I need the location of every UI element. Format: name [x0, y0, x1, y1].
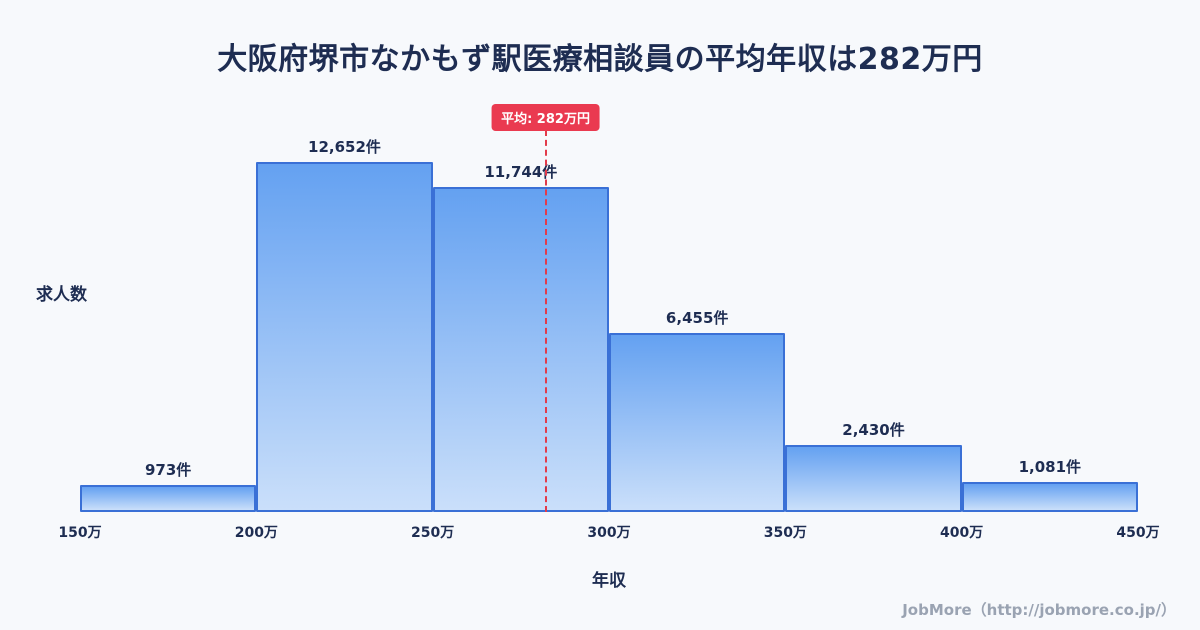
- x-axis-label: 年収: [592, 571, 626, 591]
- x-tick-label: 400万: [940, 525, 984, 541]
- x-tick-label: 350万: [763, 525, 807, 541]
- bar-value-label: 11,744件: [484, 162, 558, 181]
- bar-value-label: 973件: [145, 461, 192, 480]
- bar-value-label: 1,081件: [1018, 458, 1082, 477]
- x-tick-label: 250万: [411, 525, 455, 541]
- histogram-bar: 973件: [80, 461, 257, 512]
- histogram-plot-area: 973件 12,652件 11,744件 6,455件 2,430件 1,081件: [80, 138, 1138, 512]
- chart-title: 大阪府堺市なかもず駅医療相談員の平均年収は282万円: [217, 42, 983, 77]
- x-axis-ticks: 150万 200万 250万 300万 350万 400万 450万: [58, 522, 1159, 542]
- x-tick-label: 200万: [234, 525, 278, 541]
- x-tick-label: 300万: [587, 525, 631, 541]
- bar-value-label: 12,652件: [308, 137, 381, 156]
- bar-value-label: 6,455件: [665, 309, 729, 328]
- histogram-bar: 1,081件: [961, 458, 1138, 512]
- bar-value-label: 2,430件: [842, 420, 905, 439]
- x-tick-label: 450万: [1116, 525, 1160, 541]
- histogram-bar: 6,455件: [609, 309, 786, 512]
- average-badge: 平均: 282万円: [491, 104, 600, 131]
- histogram-bar: 12,652件: [256, 138, 433, 512]
- histogram-bar: 2,430件: [785, 421, 962, 512]
- y-axis-label: 求人数: [36, 285, 87, 305]
- histogram-bar: 11,744件: [432, 163, 609, 512]
- footer-credit: JobMore（http://jobmore.co.jp/）: [902, 601, 1176, 619]
- x-tick-label: 150万: [58, 525, 102, 541]
